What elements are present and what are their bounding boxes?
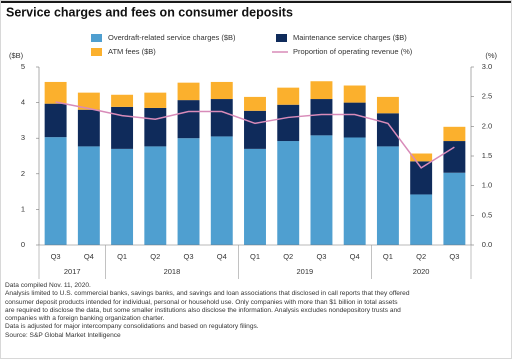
x-tick-label: Q3 xyxy=(449,252,459,261)
y-tick-label: 1 xyxy=(21,204,25,213)
bar-segment xyxy=(410,153,433,162)
bar-segment xyxy=(443,141,466,173)
x-tick-label: Q3 xyxy=(51,252,61,261)
note-line: Data compiled Nov. 11, 2020. xyxy=(5,282,91,289)
bar-segment xyxy=(210,81,233,100)
bar-segment xyxy=(376,113,399,147)
bar-segment xyxy=(177,138,200,245)
bar-segment xyxy=(310,135,333,245)
y2-tick-label: 1.0 xyxy=(482,181,492,190)
chart: Service charges and fees on consumer dep… xyxy=(1,1,511,279)
bar-segment xyxy=(410,161,433,195)
bar-segment xyxy=(277,141,300,245)
bar-segment xyxy=(77,92,100,110)
bar-segment xyxy=(443,126,466,142)
bar-segment xyxy=(111,94,134,107)
bar-segment xyxy=(210,136,233,245)
bar-segment xyxy=(111,106,134,149)
bar-segment xyxy=(144,146,167,245)
bar-segment xyxy=(343,85,366,103)
y-tick-label: 5 xyxy=(21,62,25,71)
x-tick-label: Q4 xyxy=(217,252,227,261)
legend-label: Proportion of operating revenue (%) xyxy=(293,47,413,56)
note-line: companies with a foreign banking organiz… xyxy=(5,315,165,323)
y2-axis-label: (%) xyxy=(485,51,497,60)
x-tick-label: Q1 xyxy=(250,252,260,261)
legend-swatch xyxy=(91,34,102,42)
bar-segment xyxy=(244,110,266,149)
legend-label: ATM fees ($B) xyxy=(108,47,156,56)
bar-segment xyxy=(343,102,366,138)
bar-segment xyxy=(77,146,100,245)
year-label: 2017 xyxy=(64,267,81,276)
y-axis-label: ($B) xyxy=(9,51,24,60)
y2-tick-label: 2.5 xyxy=(482,92,492,101)
x-tick-label: Q4 xyxy=(84,252,94,261)
legend-label: Overdraft-related service charges ($B) xyxy=(108,33,236,42)
y2-tick-label: 2.0 xyxy=(482,121,492,130)
bar-segment xyxy=(310,99,333,136)
bar-segment xyxy=(144,92,167,108)
note-line: are required to disclose the data, but s… xyxy=(5,306,401,314)
bar-segment xyxy=(277,104,300,142)
legend-swatch xyxy=(276,34,287,42)
x-tick-label: Q3 xyxy=(316,252,326,261)
x-tick-label: Q1 xyxy=(383,252,393,261)
legend-swatch xyxy=(91,48,102,56)
bar-segment xyxy=(177,100,200,139)
y2-tick-label: 0.5 xyxy=(482,210,492,219)
note-line: Data is adjusted for major intercompany … xyxy=(5,323,259,331)
bar-segment xyxy=(376,146,399,245)
bar-segment xyxy=(144,107,167,147)
bar-segment xyxy=(244,96,266,111)
notes: Data compiled Nov. 11, 2020. Analysis lim… xyxy=(5,282,507,340)
bar-segment xyxy=(177,82,200,101)
y-tick-label: 3 xyxy=(21,133,25,142)
bar-segment xyxy=(443,172,466,245)
note-line: consumer deposit products intended for i… xyxy=(5,298,398,306)
note-line: Source: S&P Global Market Intelligence xyxy=(5,331,121,339)
x-tick-label: Q2 xyxy=(416,252,426,261)
bar-segment xyxy=(111,148,134,245)
x-tick-label: Q2 xyxy=(150,252,160,261)
line-series xyxy=(55,101,455,169)
bar-segment xyxy=(44,103,67,138)
x-tick-label: Q2 xyxy=(283,252,293,261)
bar-segment xyxy=(44,81,67,104)
bar-segment xyxy=(343,137,366,245)
bar-segment xyxy=(277,87,300,105)
bar-segment xyxy=(44,137,67,245)
bar-segment xyxy=(376,96,399,114)
y-tick-label: 2 xyxy=(21,169,25,178)
bar-segment xyxy=(310,81,333,100)
bar-segment xyxy=(244,148,266,245)
year-label: 2020 xyxy=(413,267,430,276)
x-tick-label: Q3 xyxy=(184,252,194,261)
note-line: Analysis limited to U.S. commercial bank… xyxy=(5,290,410,298)
y2-tick-label: 1.5 xyxy=(482,151,492,160)
y-tick-label: 4 xyxy=(21,98,25,107)
bar-segment xyxy=(410,194,433,245)
bar-segment xyxy=(77,109,100,147)
year-label: 2018 xyxy=(164,267,181,276)
bar-segment xyxy=(210,99,233,137)
chart-title: Service charges and fees on consumer dep… xyxy=(6,5,293,19)
x-tick-label: Q4 xyxy=(350,252,360,261)
y2-tick-label: 3.0 xyxy=(482,62,492,71)
y-tick-label: 0 xyxy=(21,240,25,249)
year-label: 2019 xyxy=(297,267,314,276)
x-tick-label: Q1 xyxy=(117,252,127,261)
legend-label: Maintenance service charges ($B) xyxy=(293,33,407,42)
y2-tick-label: 0.0 xyxy=(482,240,492,249)
